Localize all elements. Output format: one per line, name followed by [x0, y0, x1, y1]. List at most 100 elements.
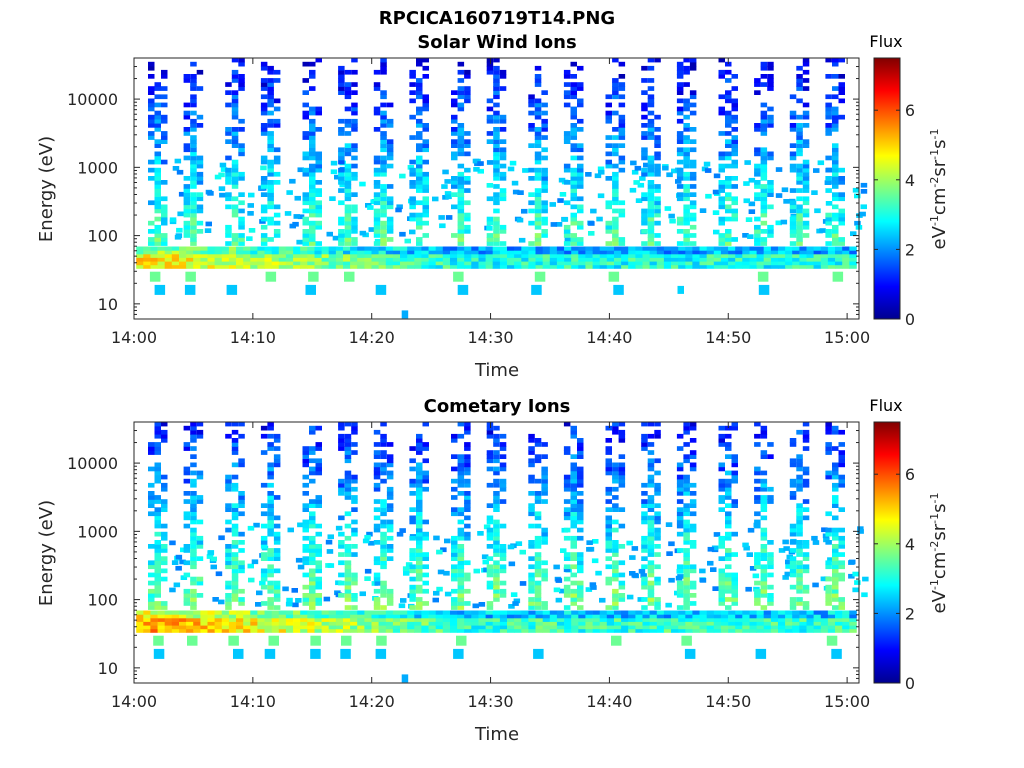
flux-cell: [499, 552, 507, 557]
flux-cell: [422, 572, 429, 578]
flux-cell: [451, 143, 458, 148]
flux-cell: [778, 246, 786, 251]
flux-cell: [450, 628, 458, 633]
flux-cell: [315, 110, 322, 116]
flux-cell: [450, 246, 458, 251]
flux-cell: [570, 482, 577, 488]
flux-cell: [207, 628, 215, 633]
flux-cell: [806, 614, 814, 619]
flux-cell: [225, 167, 232, 173]
flux-cell: [612, 601, 619, 606]
flux-cell: [464, 261, 472, 266]
flux-cell: [827, 250, 836, 255]
flux-cell: [371, 264, 379, 269]
flux-cell: [534, 458, 542, 464]
flux-cell: [789, 601, 797, 606]
flux-cell: [754, 147, 761, 153]
flux-cell: [676, 98, 684, 104]
flux-cell: [464, 614, 472, 619]
flux-cell: [464, 482, 471, 488]
flux-cell: [457, 151, 465, 157]
flux-cell: [375, 284, 387, 295]
flux-cell: [416, 535, 423, 541]
flux-cell: [767, 155, 774, 161]
flux-cell: [535, 614, 543, 619]
flux-cell: [485, 625, 494, 630]
flux-cell: [464, 139, 471, 144]
flux-cell: [825, 540, 832, 545]
flux-cell: [534, 74, 542, 79]
flux-cell: [718, 425, 725, 431]
flux-cell: [435, 253, 444, 258]
flux-cell: [614, 621, 622, 626]
flux-cell: [725, 139, 732, 144]
flux-cell: [444, 591, 452, 597]
flux-cell: [676, 478, 684, 484]
flux-cell: [287, 527, 294, 533]
flux-cell: [605, 515, 612, 521]
flux-cell: [400, 598, 407, 603]
flux-cell: [534, 139, 542, 144]
flux-cell: [493, 470, 500, 476]
flux-cell: [628, 257, 636, 262]
flux-cell: [499, 69, 507, 75]
flux-cell: [148, 482, 155, 488]
flux-cell: [407, 628, 415, 633]
flux-cell: [457, 621, 465, 626]
flux-cell: [190, 462, 197, 468]
flux-cell: [641, 535, 648, 541]
flux-cell: [314, 614, 322, 619]
flux-cell: [802, 482, 810, 488]
flux-cell: [351, 176, 358, 181]
flux-cell: [464, 151, 471, 157]
flux-cell: [456, 635, 467, 646]
flux-cell: [238, 548, 245, 553]
flux-cell: [231, 167, 239, 173]
flux-cell: [314, 617, 322, 622]
flux-cell: [796, 114, 803, 120]
flux-cell: [713, 617, 722, 622]
flux-cell: [813, 610, 822, 615]
flux-cell: [260, 131, 268, 136]
flux-cell: [692, 621, 700, 626]
flux-cell: [825, 220, 832, 226]
flux-cell: [513, 598, 521, 604]
flux-cell: [820, 250, 829, 255]
flux-cell: [236, 614, 244, 619]
flux-cell: [792, 253, 800, 258]
flux-cell: [409, 588, 416, 594]
flux-cell: [451, 151, 458, 157]
flux-cell: [451, 114, 458, 120]
flux-cell: [499, 155, 507, 161]
flux-cell: [268, 635, 279, 646]
flux-cell: [386, 458, 394, 464]
flux-cell: [464, 454, 471, 459]
flux-cell: [179, 625, 187, 630]
flux-cell: [416, 442, 423, 447]
flux-cell: [309, 224, 316, 230]
flux-cell: [359, 591, 366, 597]
flux-cell: [380, 499, 387, 504]
flux-cell: [718, 556, 725, 561]
flux-cell: [612, 605, 619, 610]
flux-cell: [577, 503, 584, 508]
flux-cell: [457, 180, 465, 185]
flux-cell: [647, 507, 655, 512]
flux-cell: [161, 560, 168, 566]
flux-cell: [796, 212, 803, 218]
flux-cell: [760, 131, 768, 136]
flux-cell: [689, 425, 697, 431]
flux-cell: [154, 429, 161, 435]
flux-cell: [760, 118, 768, 124]
flux-cell: [767, 564, 774, 570]
flux-cell: [541, 478, 548, 484]
flux-cell: [344, 564, 352, 570]
flux-cell: [499, 188, 507, 193]
flux-cell: [528, 478, 535, 484]
flux-cell: [486, 118, 494, 124]
flux-cell: [683, 486, 690, 492]
flux-cell: [257, 257, 265, 262]
flux-cell: [148, 450, 155, 455]
flux-cell: [314, 621, 322, 626]
flux-cell: [161, 544, 168, 549]
